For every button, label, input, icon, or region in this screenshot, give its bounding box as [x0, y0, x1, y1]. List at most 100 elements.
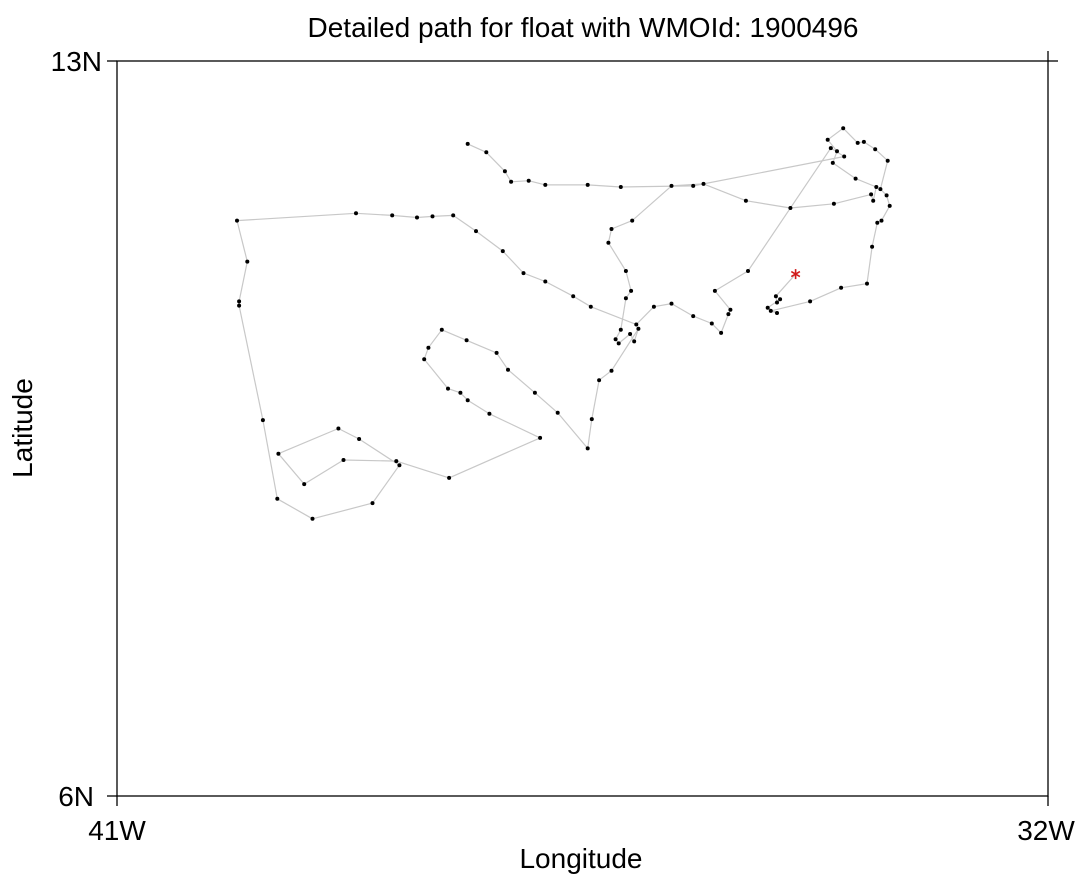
path-segment [427, 329, 443, 349]
position-point [616, 341, 621, 346]
position-point [538, 435, 543, 440]
path-segment [879, 160, 889, 190]
position-point [634, 322, 639, 327]
position-point [719, 330, 724, 335]
position-point [691, 314, 696, 319]
position-point [871, 198, 876, 203]
position-point [651, 304, 656, 309]
position-point [439, 327, 444, 332]
position-point [275, 496, 280, 501]
chart-title: Detailed path for float with WMOId: 1900… [308, 12, 859, 43]
position-point [869, 192, 874, 197]
path-segment [502, 250, 524, 274]
position-point [855, 140, 860, 145]
position-point [609, 368, 614, 373]
path-segment [338, 427, 360, 440]
position-point [831, 201, 836, 206]
path-segment [507, 369, 536, 394]
path-segment [874, 148, 889, 162]
position-point [853, 176, 858, 181]
path-segment [841, 283, 868, 289]
path-segment [485, 151, 506, 172]
position-point [618, 327, 623, 332]
path-segment [692, 315, 713, 325]
path-segment [467, 399, 490, 415]
position-point [260, 418, 265, 423]
path-segment [653, 303, 672, 308]
path-segment [432, 214, 454, 217]
path-segment [238, 305, 264, 421]
path-segment [238, 261, 248, 302]
position-point [235, 218, 239, 223]
position-point [357, 437, 362, 441]
x-axis-label: Longitude [519, 843, 642, 874]
position-point [835, 149, 839, 154]
path-segment [572, 295, 592, 308]
float-path [236, 127, 891, 520]
position-point [237, 303, 242, 308]
path-segment [278, 427, 339, 455]
path-segment [832, 151, 838, 164]
position-point [865, 281, 869, 286]
path-segment [611, 220, 633, 230]
path-segment [693, 155, 845, 187]
path-segment [620, 185, 694, 188]
path-segment [423, 358, 449, 389]
position-point [841, 126, 846, 131]
path-segment [714, 290, 731, 311]
position-point [768, 308, 773, 313]
position-point [613, 337, 618, 342]
path-segment [358, 438, 400, 466]
position-point [585, 182, 590, 187]
position-point [415, 215, 419, 220]
path-segment [842, 127, 859, 144]
position-point [623, 269, 628, 273]
path-segment [557, 412, 589, 449]
path-segment [475, 230, 504, 252]
position-point [555, 410, 560, 415]
position-point [875, 220, 880, 225]
path-segment [703, 183, 747, 202]
y-axis-label: Latitude [7, 378, 38, 478]
path-segment [767, 298, 781, 309]
position-point [341, 458, 346, 462]
position-point [571, 294, 576, 299]
path-segment [832, 162, 856, 180]
position-point [630, 218, 635, 223]
position-point [397, 463, 402, 468]
path-segment [545, 280, 574, 297]
path-segment [855, 178, 877, 188]
path-segment [631, 185, 672, 222]
position-point [825, 137, 830, 142]
path-segment [607, 242, 627, 272]
path-segment [827, 139, 838, 152]
position-point [446, 386, 450, 391]
position-point [778, 297, 783, 302]
position-point [487, 411, 492, 416]
path-segment [720, 313, 729, 334]
path-segment [441, 329, 467, 341]
position-point [509, 179, 514, 184]
start-asterisk-stroke [790, 270, 801, 278]
path-segment [635, 306, 655, 325]
position-point [502, 169, 507, 174]
path-segment [467, 143, 487, 153]
position-point [887, 203, 892, 208]
position-point [628, 332, 633, 336]
position-point [276, 451, 281, 456]
start-marker [790, 269, 801, 280]
position-point [597, 378, 602, 383]
position-point [390, 213, 395, 218]
path-segment [591, 380, 600, 420]
path-segment [863, 141, 876, 150]
position-point [422, 357, 427, 362]
position-point [636, 326, 641, 331]
path-segment [452, 214, 477, 232]
position-point [543, 279, 548, 284]
position-point [245, 259, 250, 264]
position-point [870, 244, 875, 249]
position-point [370, 501, 375, 506]
x-tick-label-left: 41W [88, 815, 146, 846]
position-point [623, 296, 628, 301]
